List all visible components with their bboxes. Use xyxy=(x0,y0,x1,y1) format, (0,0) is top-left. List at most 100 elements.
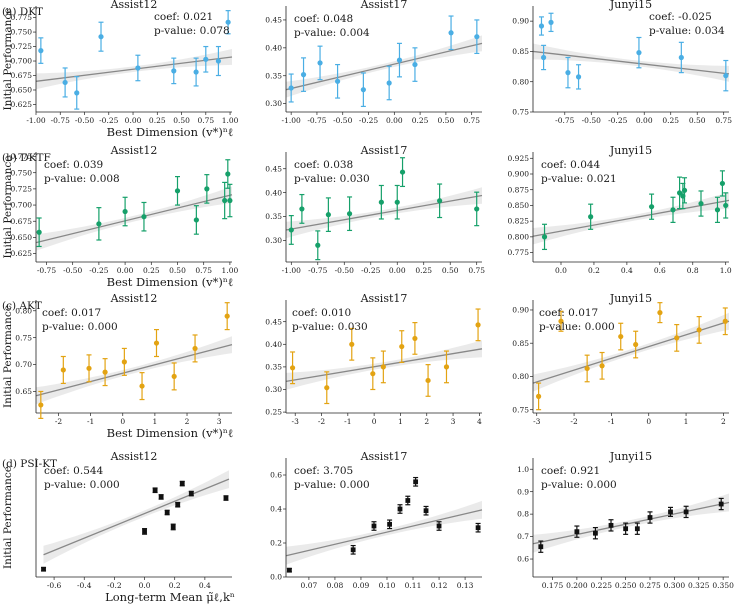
panel-title: Assist17 xyxy=(360,144,408,157)
data-point xyxy=(378,199,384,205)
data-point xyxy=(723,73,729,79)
y-tick-label: 0.75 xyxy=(512,108,529,117)
data-point xyxy=(215,58,222,64)
data-point xyxy=(41,566,46,572)
data-point xyxy=(413,479,419,485)
x-tick-label: 0.2 xyxy=(588,266,600,275)
x-tick-label: 0.25 xyxy=(143,266,160,275)
y-tick-label: 0.9 xyxy=(517,487,529,496)
data-point xyxy=(634,526,640,532)
panel-title: Assist12 xyxy=(110,0,158,11)
data-point xyxy=(175,502,181,508)
y-tick-label: 0.35 xyxy=(265,71,282,80)
data-point xyxy=(121,359,127,365)
x-tick-label: 0.75 xyxy=(715,116,732,125)
x-tick-label: -0.75 xyxy=(307,116,326,125)
y-tick-label: 0.30 xyxy=(265,236,282,245)
pvalue-annotation: p-value: 0.000 xyxy=(44,479,120,491)
data-point xyxy=(346,211,353,217)
row-label: (c) AKT xyxy=(2,300,42,312)
y-tick-label: 0.650 xyxy=(11,86,33,95)
x-tick-label: 0.275 xyxy=(639,581,661,590)
data-point xyxy=(647,515,653,520)
data-point xyxy=(96,221,102,227)
panel-title: Assist17 xyxy=(360,292,408,305)
x-tick-label: 0.50 xyxy=(442,266,459,275)
x-tick-label: -0.75 xyxy=(555,116,574,125)
x-tick-label: 2 xyxy=(185,417,190,426)
y-tick-label: 0.2 xyxy=(270,539,282,548)
regression-line xyxy=(285,509,483,557)
y-tick-label: 0.750 xyxy=(11,168,33,177)
data-point xyxy=(399,169,406,175)
data-point xyxy=(437,198,443,204)
x-tick-label: -0.50 xyxy=(335,266,354,275)
panel-dktf-junyi15: 0.0 0.2 0.4 0.6 0.8 1.0 0.775 0.800 0.825 0.850 0.… xyxy=(508,144,732,275)
x-tick-label: -0.25 xyxy=(608,116,627,125)
y-tick-label: 0.8 xyxy=(517,510,529,519)
x-tick-label: 0 xyxy=(646,417,651,426)
panel-psi-kt-assist17: 0.07 0.08 0.09 0.10 0.11 0.12 0.13 0.0 0.2 0.4 0.6… xyxy=(270,450,483,590)
coef-annotation: coef: 0.038 xyxy=(294,159,353,171)
panel-title: Junyi15 xyxy=(609,0,652,11)
x-axis-label: Best Dimension (v*)ⁿℓ xyxy=(107,426,234,440)
panel-title: Assist12 xyxy=(110,450,158,463)
data-point xyxy=(222,197,228,204)
y-tick-label: 0.625 xyxy=(11,249,33,258)
data-point xyxy=(608,522,614,528)
y-tick-label: 0.6 xyxy=(517,555,529,564)
data-point xyxy=(623,526,629,532)
y-tick-label: 0.4 xyxy=(270,505,282,514)
data-point xyxy=(584,365,590,372)
coef-annotation: coef: 0.017 xyxy=(539,307,598,319)
x-tick-label: 1 xyxy=(684,417,689,426)
data-point xyxy=(193,69,199,75)
x-tick-label: 1.00 xyxy=(222,116,239,125)
data-point xyxy=(158,494,164,500)
coef-annotation: coef: 0.017 xyxy=(42,307,101,319)
data-point xyxy=(203,56,209,62)
y-tick-label: 0.825 xyxy=(508,217,530,226)
data-point xyxy=(152,487,158,493)
x-tick-label: 0.75 xyxy=(468,266,485,275)
x-tick-label: -0.50 xyxy=(582,116,601,125)
x-tick-label: 0.50 xyxy=(169,266,186,275)
x-tick-label: 0.8 xyxy=(687,266,699,275)
regression-line xyxy=(35,56,233,82)
x-tick-label: -0.4 xyxy=(77,581,92,590)
regression-line xyxy=(532,320,730,384)
x-tick-label: 1.0 xyxy=(720,266,732,275)
y-tick-label: 0.775 xyxy=(508,248,530,257)
x-tick-label: -0.75 xyxy=(37,266,56,275)
data-point xyxy=(174,188,181,194)
data-point xyxy=(681,187,688,193)
data-point xyxy=(536,393,542,399)
x-tick-label: 0.00 xyxy=(125,116,142,125)
data-point xyxy=(164,510,170,515)
x-tick-label: 0.00 xyxy=(636,116,653,125)
data-point xyxy=(475,525,481,531)
x-tick-label: -2 xyxy=(570,417,578,426)
x-axis-label: Long-term Mean μ̃ℓ,kⁿ xyxy=(105,590,235,604)
data-point xyxy=(142,529,147,534)
regression-line xyxy=(285,194,483,231)
y-tick-label: 0.65 xyxy=(15,387,32,396)
pvalue-annotation: p-value: 0.000 xyxy=(541,479,617,491)
data-point xyxy=(593,530,598,536)
data-point xyxy=(474,34,480,40)
x-tick-label: 2 xyxy=(721,417,726,426)
panel-akt-junyi15: -3 -2 -1 0 1 2 0.75 0.80 0.85 0.90 Junyi15 coef: 0.… xyxy=(512,292,730,426)
y-tick-label: 0.0 xyxy=(270,573,282,582)
data-point xyxy=(188,491,194,496)
x-tick-label: 0.11 xyxy=(405,581,422,590)
data-point xyxy=(225,19,231,25)
x-tick-label: 0.75 xyxy=(197,116,214,125)
x-tick-label: 0 xyxy=(120,417,125,426)
y-tick-label: 0.900 xyxy=(508,170,530,179)
regression-line xyxy=(532,199,730,237)
pvalue-annotation: p-value: 0.000 xyxy=(539,321,615,333)
x-tick-label: -1 xyxy=(344,417,351,426)
x-tick-label: 0.08 xyxy=(327,581,344,590)
y-tick-label: 0.30 xyxy=(265,385,282,394)
x-tick-label: 0.25 xyxy=(662,116,679,125)
